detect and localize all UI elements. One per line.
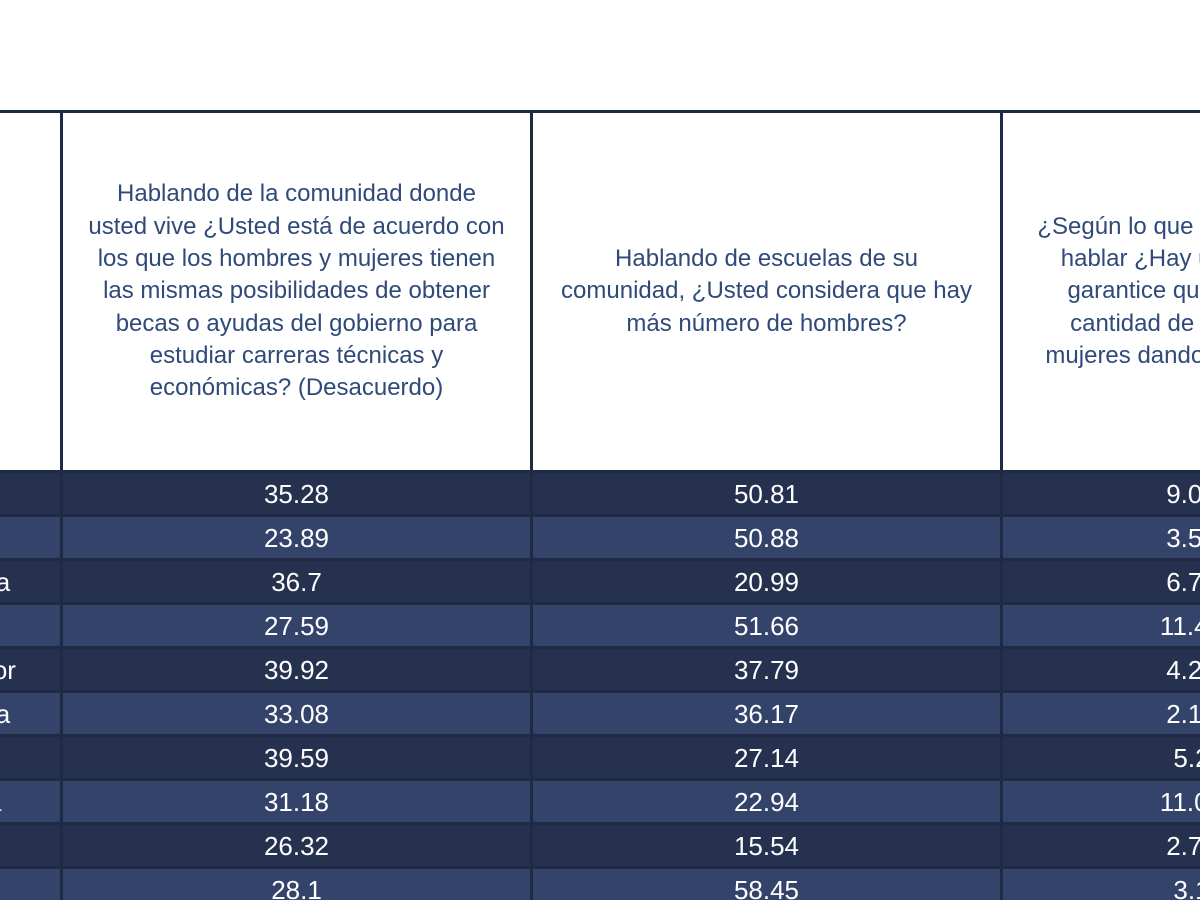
cell-q2: 27.14 (532, 736, 1002, 780)
cell-q1: 39.92 (62, 648, 532, 692)
cell-q3: 11.03 (1002, 780, 1200, 824)
cell-q3: 9.06 (1002, 472, 1200, 516)
cell-q2: 51.66 (532, 604, 1002, 648)
page-viewport: País Hablando de la comunidad donde uste… (0, 0, 1200, 900)
cell-q2: 37.79 (532, 648, 1002, 692)
cell-country: El Salvador (0, 648, 62, 692)
cell-q1: 23.89 (62, 516, 532, 560)
cell-country: Panamá (0, 824, 62, 868)
cell-q3: 6.77 (1002, 560, 1200, 604)
table-row: Guatemala 33.08 36.17 2.13 (0, 692, 1200, 736)
cell-country: Bolivia (0, 472, 62, 516)
cell-q2: 15.54 (532, 824, 1002, 868)
table-row: Bolivia 35.28 50.81 9.06 (0, 472, 1200, 516)
cell-country: Honduras (0, 736, 62, 780)
cell-q3: 4.26 (1002, 648, 1200, 692)
cell-q2: 22.94 (532, 780, 1002, 824)
cell-q1: 28.1 (62, 868, 532, 900)
table-header-row: País Hablando de la comunidad donde uste… (0, 112, 1200, 472)
cell-q3: 2.76 (1002, 824, 1200, 868)
cell-q1: 27.59 (62, 604, 532, 648)
cell-q3: 2.13 (1002, 692, 1200, 736)
col-header-q1: Hablando de la comunidad donde usted viv… (62, 112, 532, 472)
survey-table: País Hablando de la comunidad donde uste… (0, 110, 1200, 900)
table-row: Nicaragua 31.18 22.94 11.03 (0, 780, 1200, 824)
col-header-country: País (0, 112, 62, 472)
table-header: País Hablando de la comunidad donde uste… (0, 112, 1200, 472)
cell-q3: 3.54 (1002, 516, 1200, 560)
cell-q2: 36.17 (532, 692, 1002, 736)
cell-q3: 11.48 (1002, 604, 1200, 648)
cell-country: Ecuador (0, 604, 62, 648)
table-row: Perú 28.1 58.45 3.1 (0, 868, 1200, 900)
col-header-q2: Hablando de escuelas de su comunidad, ¿U… (532, 112, 1002, 472)
cell-country: Colombia (0, 516, 62, 560)
cell-country: Perú (0, 868, 62, 900)
cell-q1: 31.18 (62, 780, 532, 824)
table-row: Panamá 26.32 15.54 2.76 (0, 824, 1200, 868)
cell-q2: 20.99 (532, 560, 1002, 604)
cell-q1: 35.28 (62, 472, 532, 516)
table-row: Costa Rica 36.7 20.99 6.77 (0, 560, 1200, 604)
table-row: Colombia 23.89 50.88 3.54 (0, 516, 1200, 560)
cell-country: Costa Rica (0, 560, 62, 604)
cell-q2: 58.45 (532, 868, 1002, 900)
cell-country: Guatemala (0, 692, 62, 736)
cell-q2: 50.88 (532, 516, 1002, 560)
cell-q1: 39.59 (62, 736, 532, 780)
cell-country: Nicaragua (0, 780, 62, 824)
table-body: Bolivia 35.28 50.81 9.06 Colombia 23.89 … (0, 472, 1200, 900)
table-row: Ecuador 27.59 51.66 11.48 (0, 604, 1200, 648)
table-row: El Salvador 39.92 37.79 4.26 (0, 648, 1200, 692)
cell-q3: 3.1 (1002, 868, 1200, 900)
cell-q1: 33.08 (62, 692, 532, 736)
cell-q3: 5.2 (1002, 736, 1200, 780)
table-container: País Hablando de la comunidad donde uste… (0, 110, 1200, 900)
table-row: Honduras 39.59 27.14 5.2 (0, 736, 1200, 780)
col-header-q3: ¿Según lo que usted ha oído hablar ¿Hay … (1002, 112, 1200, 472)
cell-q1: 26.32 (62, 824, 532, 868)
cell-q1: 36.7 (62, 560, 532, 604)
cell-q2: 50.81 (532, 472, 1002, 516)
